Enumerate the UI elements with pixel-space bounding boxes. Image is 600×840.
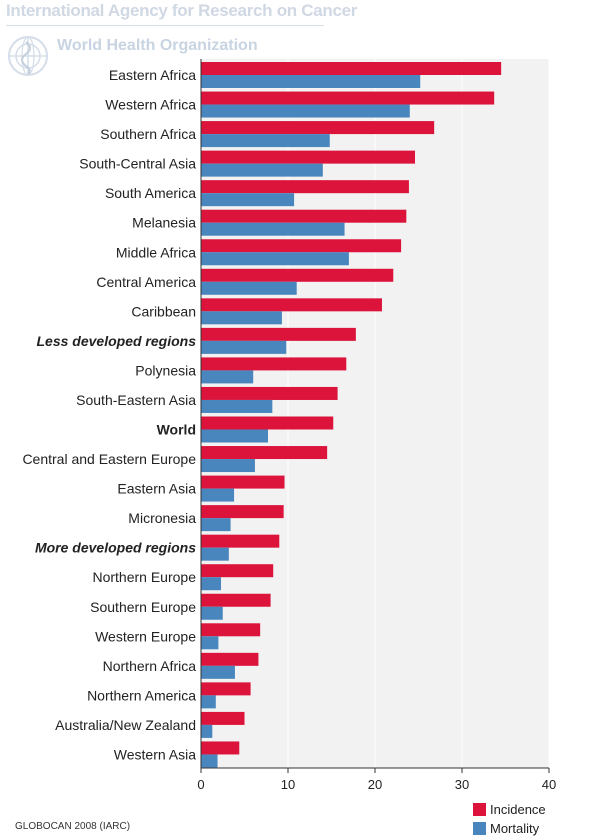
category-label: Western Asia (114, 746, 196, 762)
mortality-bar (201, 163, 323, 177)
legend-label-mortality: Mortality (490, 821, 540, 836)
category-label: Northern Africa (103, 658, 197, 674)
mortality-bar (201, 459, 255, 473)
incidence-bar (201, 475, 285, 489)
category-label: Australia/New Zealand (55, 717, 196, 733)
mortality-bar (201, 665, 235, 679)
incidence-bar (201, 682, 251, 696)
header-title: International Agency for Research on Can… (6, 1, 358, 20)
mortality-bar (201, 340, 287, 354)
mortality-bar (201, 636, 219, 650)
mortality-bar (201, 222, 345, 236)
mortality-bar (201, 518, 231, 532)
incidence-bar (201, 505, 284, 519)
mortality-bar (201, 754, 218, 768)
category-label: Eastern Asia (117, 481, 196, 497)
legend-item-mortality: Mortality (473, 819, 546, 838)
mortality-bar (201, 75, 421, 88)
category-label: Central and Eastern Europe (22, 451, 196, 467)
incidence-bar (201, 564, 274, 578)
x-tick-label: 20 (368, 777, 382, 792)
category-label: Southern Africa (100, 126, 196, 142)
category-label: Eastern Africa (109, 67, 196, 83)
incidence-bar (201, 386, 338, 400)
mortality-bar (201, 577, 222, 591)
incidence-bar (201, 652, 259, 666)
mortality-bar (201, 104, 410, 118)
mortality-bar (201, 606, 223, 620)
category-label: Melanesia (132, 215, 196, 231)
source-note: GLOBOCAN 2008 (IARC) (15, 821, 131, 832)
category-label: Northern Europe (92, 569, 196, 585)
legend-item-incidence: Incidence (473, 800, 546, 819)
incidence-bar (201, 268, 394, 282)
incidence-bar (201, 357, 347, 371)
incidence-bar (201, 534, 280, 548)
mortality-bar (201, 311, 282, 325)
mortality-bar (201, 488, 235, 502)
incidence-bar (201, 150, 416, 164)
incidence-bar (201, 239, 402, 253)
incidence-bar (201, 121, 435, 135)
category-label: Less developed regions (37, 333, 197, 349)
category-label: South-Central Asia (79, 156, 196, 172)
mortality-bar (201, 399, 273, 413)
category-label: Northern America (87, 687, 196, 703)
incidence-bar (201, 91, 495, 105)
category-label: Western Europe (95, 628, 196, 644)
mortality-bar (201, 134, 330, 148)
legend-label-incidence: Incidence (490, 802, 546, 817)
incidence-bar (201, 741, 240, 755)
mortality-bar (201, 724, 213, 738)
mortality-bar (201, 547, 229, 561)
legend-swatch-incidence (473, 803, 486, 816)
category-label: World (157, 422, 196, 438)
mortality-bar (201, 695, 216, 709)
incidence-bar (201, 298, 382, 312)
x-tick-label: 10 (281, 777, 295, 792)
incidence-bar (201, 416, 334, 430)
category-label: Polynesia (135, 362, 196, 378)
incidence-bar (201, 446, 328, 460)
incidence-bar (201, 593, 271, 607)
incidence-bar (201, 327, 356, 341)
incidence-bar (201, 623, 261, 637)
x-tick-label: 40 (542, 777, 556, 792)
x-tick-label: 30 (455, 777, 469, 792)
category-label: Western Africa (105, 97, 196, 113)
mortality-bar (201, 252, 349, 266)
category-label: Southern Europe (90, 599, 196, 615)
category-label: Micronesia (128, 510, 196, 526)
category-label: South-Eastern Asia (76, 392, 196, 408)
category-label: South America (105, 185, 196, 201)
mortality-bar (201, 429, 268, 443)
incidence-bar (201, 711, 245, 725)
mortality-bar (201, 370, 254, 384)
category-label: More developed regions (35, 540, 196, 556)
who-organization-name: World Health Organization (57, 37, 258, 54)
incidence-bar (201, 209, 407, 223)
mortality-bar (201, 281, 297, 295)
incidence-bar (201, 62, 502, 75)
category-label: Middle Africa (116, 244, 196, 260)
category-label: Central America (96, 274, 196, 290)
incidence-bar (201, 180, 409, 194)
chart-legend: Incidence Mortality (473, 800, 546, 838)
legend-swatch-mortality (473, 822, 486, 835)
header-divider (6, 25, 324, 26)
category-label: Caribbean (131, 303, 196, 319)
who-emblem-icon (8, 36, 48, 76)
mortality-bar (201, 193, 295, 207)
x-tick-label: 0 (197, 777, 204, 792)
